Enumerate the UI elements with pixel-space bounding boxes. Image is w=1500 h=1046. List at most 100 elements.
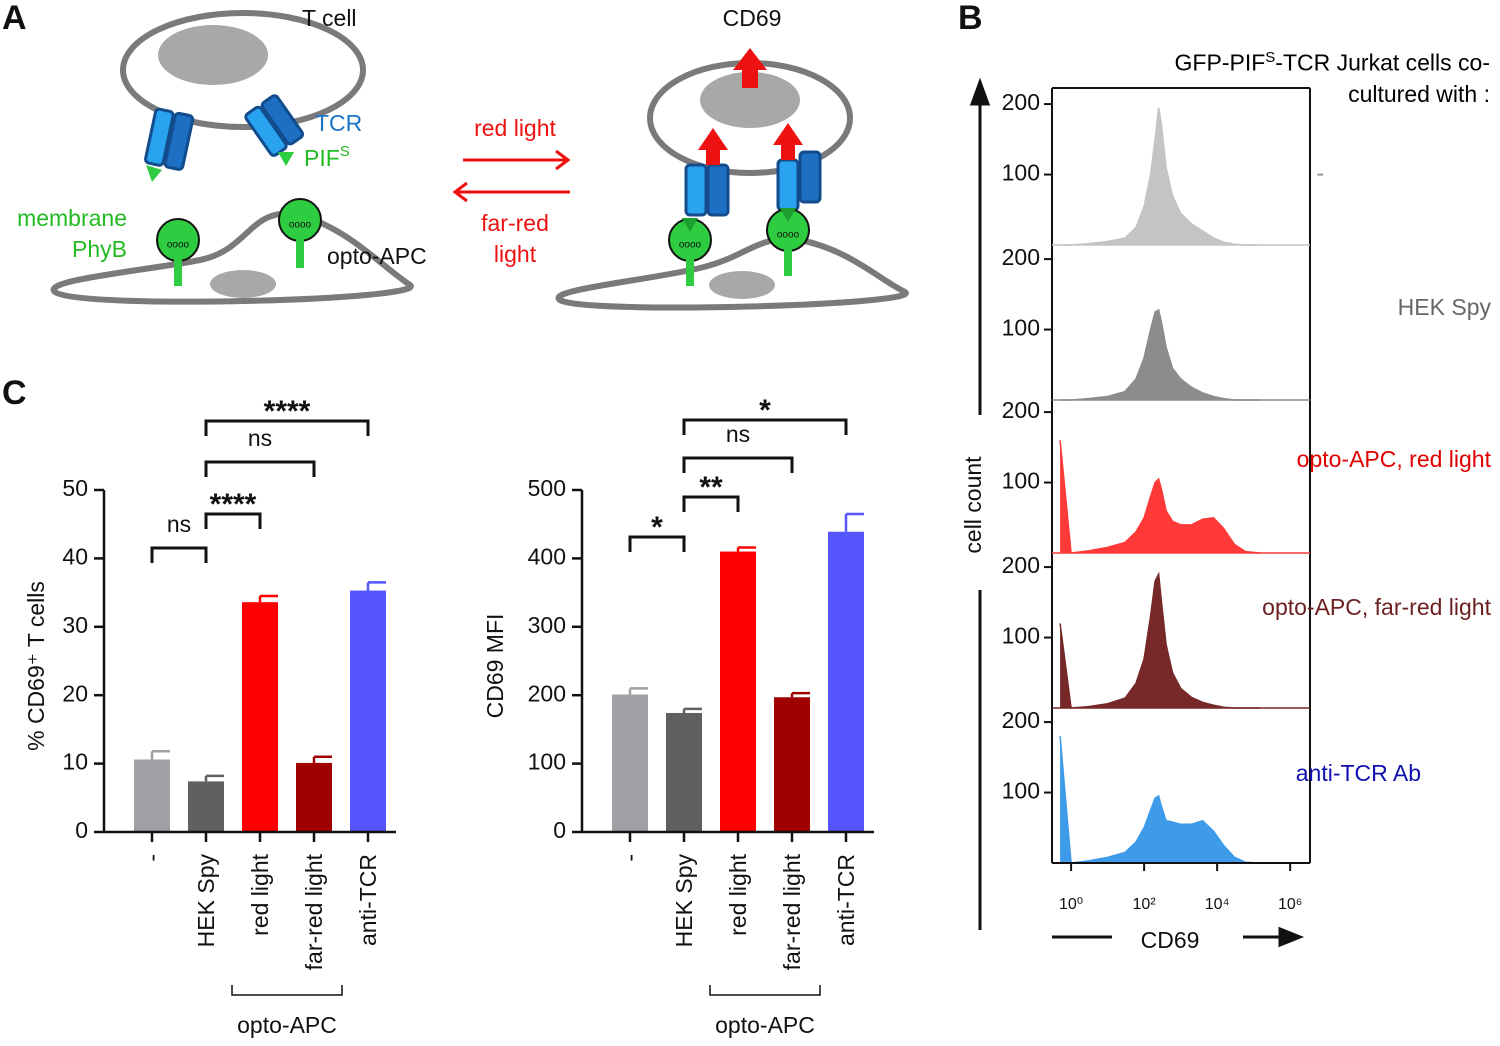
x-tick-label: HEK Spy: [193, 854, 219, 948]
significance-label: ns: [167, 511, 191, 537]
y-tick-label: 200: [1002, 707, 1040, 733]
area-fill: [1060, 574, 1261, 708]
title-part: -TCR Jurkat cells co-cultured with :: [1275, 49, 1490, 107]
diagram-label: TCR: [315, 110, 362, 136]
y-tick-label: 400: [528, 543, 566, 569]
axis-arrows: [969, 77, 1305, 948]
legend-label: -: [1316, 160, 1324, 186]
diagram-label: PhyB: [72, 236, 127, 262]
y-tick-label: 200: [1002, 552, 1040, 578]
histogram-outline: [1059, 571, 1261, 709]
diagram-label: PIFS: [304, 143, 350, 171]
significance-bracket: [150, 546, 208, 563]
significance-bracket: [204, 460, 316, 477]
diagram-left: oooo oooo: [50, 10, 414, 305]
svg-text:oooo: oooo: [777, 230, 800, 241]
x-tick-label: red light: [247, 853, 273, 935]
y-tick-label: 200: [528, 680, 566, 706]
x-tick-label: 10⁶: [1278, 896, 1302, 913]
y-tick-label: 40: [62, 543, 88, 569]
y-tick-label: 200: [1002, 397, 1040, 423]
x-tick-label: anti-TCR: [355, 854, 381, 946]
significance-label: ****: [210, 488, 257, 521]
x-tick-label: far-red light: [301, 853, 327, 970]
diagram-label: red light: [474, 115, 556, 141]
legend-label: anti-TCR Ab: [1295, 760, 1421, 786]
y-tick-label: 0: [553, 817, 566, 843]
diagram-label: far-red: [481, 210, 549, 236]
diagram-label: light: [494, 241, 537, 267]
y-axis-label: cell count: [960, 456, 986, 554]
x-tick-label: anti-TCR: [833, 854, 859, 946]
bar: [774, 697, 810, 832]
y-axis-label: CD69 MFI: [482, 614, 508, 719]
significance-bracket: [628, 535, 686, 552]
diagram-label: S: [340, 143, 350, 160]
bar: [612, 694, 648, 832]
svg-text:oooo: oooo: [167, 240, 190, 251]
legend-label: HEK Spy: [1397, 294, 1491, 320]
bar: [828, 531, 864, 832]
y-tick-label: 100: [1002, 778, 1040, 804]
y-tick-label: 10: [62, 749, 88, 775]
significance-bracket: [682, 418, 848, 435]
significance-label: **: [699, 471, 723, 504]
chart-title: GFP-PIFS-TCR Jurkat cells co-cultured wi…: [1120, 42, 1490, 110]
diagram-label: CD69: [723, 5, 782, 31]
bar: [666, 712, 702, 832]
panel-label: A: [2, 0, 27, 37]
group-label: opto-APC: [237, 1012, 337, 1038]
area-fill: [1060, 107, 1261, 245]
legend-label: opto-APC, red light: [1296, 446, 1491, 472]
bar: [242, 602, 278, 832]
diagram-label: T cell: [302, 5, 357, 31]
bar: [296, 762, 332, 832]
bar: [188, 781, 224, 832]
y-tick-label: 50: [62, 475, 88, 501]
y-tick-label: 30: [62, 612, 88, 638]
significance-label: *: [759, 394, 771, 427]
area-fill: [1060, 736, 1261, 863]
significance-label: *: [651, 511, 663, 544]
area-fill: [1060, 309, 1261, 400]
y-tick-label: 500: [528, 475, 566, 501]
x-tick-label: far-red light: [779, 853, 805, 970]
panel-label: B: [958, 0, 983, 37]
legend-label: opto-APC, far-red light: [1262, 594, 1491, 620]
x-tick-label: red light: [725, 853, 751, 935]
x-tick-label: -: [617, 854, 643, 862]
significance-label: ns: [248, 425, 272, 451]
y-tick-label: 100: [1002, 623, 1040, 649]
y-tick-label: 0: [75, 817, 88, 843]
y-tick-label: 200: [1002, 89, 1040, 115]
histogram-outline: [1059, 440, 1261, 554]
bar: [720, 551, 756, 832]
y-axis-label: % CD69⁺ T cells: [23, 581, 49, 751]
y-tick-label: 300: [528, 612, 566, 638]
panel-label: C: [2, 374, 27, 412]
y-tick-label: 100: [1002, 468, 1040, 494]
x-tick-label: -: [139, 854, 165, 862]
group-bracket: [231, 985, 343, 996]
y-tick-label: 100: [1002, 315, 1040, 341]
bar: [134, 759, 170, 832]
svg-text:oooo: oooo: [679, 240, 702, 251]
y-tick-label: 100: [1002, 160, 1040, 186]
x-tick-label: 10⁰: [1059, 896, 1083, 913]
significance-bracket: [204, 419, 370, 436]
diagram-right: oooo oooo: [555, 48, 909, 311]
significance-bracket: [682, 456, 794, 473]
histogram-outline: [1059, 736, 1261, 864]
x-tick-label: HEK Spy: [671, 854, 697, 948]
diagram-label: membrane: [17, 205, 127, 231]
svg-text:oooo: oooo: [289, 220, 312, 231]
group-label: opto-APC: [715, 1012, 815, 1038]
light-arrows: [452, 149, 571, 203]
group-bracket: [709, 985, 821, 996]
histogram-outline: [1060, 107, 1261, 246]
significance-bracket: [682, 495, 740, 512]
significance-label: ****: [264, 395, 311, 428]
area-fill: [1060, 440, 1261, 553]
